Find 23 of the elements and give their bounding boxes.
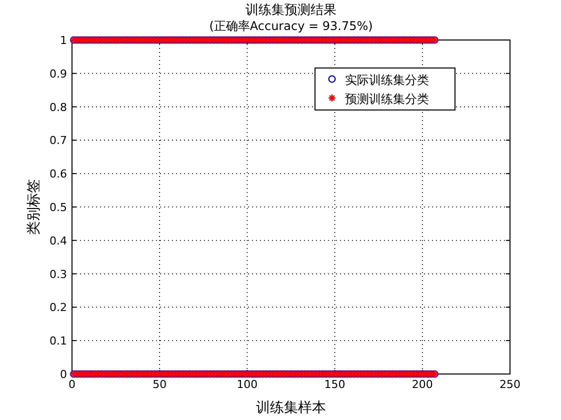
legend-label: 实际训练集分类 [345,73,429,87]
y-tick-label: 1 [60,34,67,47]
y-tick-label: 0.1 [50,334,67,348]
y-axis-title: 类别标签 [26,179,42,235]
y-tick-label: 0.3 [50,268,67,281]
y-tick-label: 0 [60,368,67,381]
x-tick-label: 250 [500,378,520,391]
x-tick-label: 0 [68,378,76,391]
x-tick-label: 100 [236,378,258,391]
y-tick-label: 0.9 [50,67,67,80]
chart-title: 训练集预测结果 [246,3,336,18]
x-axis-title: 训练集样本 [256,400,326,416]
y-tick-label: 0.5 [50,201,67,214]
x-tick-label: 200 [412,378,433,391]
y-tick-label: 0.8 [50,100,67,114]
x-tick-label: 50 [152,378,167,391]
y-tick-label: 0.6 [50,168,67,181]
chart-subtitle: (正确率Accuracy = 93.75%) [209,19,373,33]
y-tick-label: 0.7 [50,134,67,148]
x-tick-label: 150 [324,378,346,391]
y-tick-label: 0.4 [50,234,67,248]
y-tick-label: 0.2 [50,301,67,314]
legend-label: 预测训练集分类 [345,92,429,106]
